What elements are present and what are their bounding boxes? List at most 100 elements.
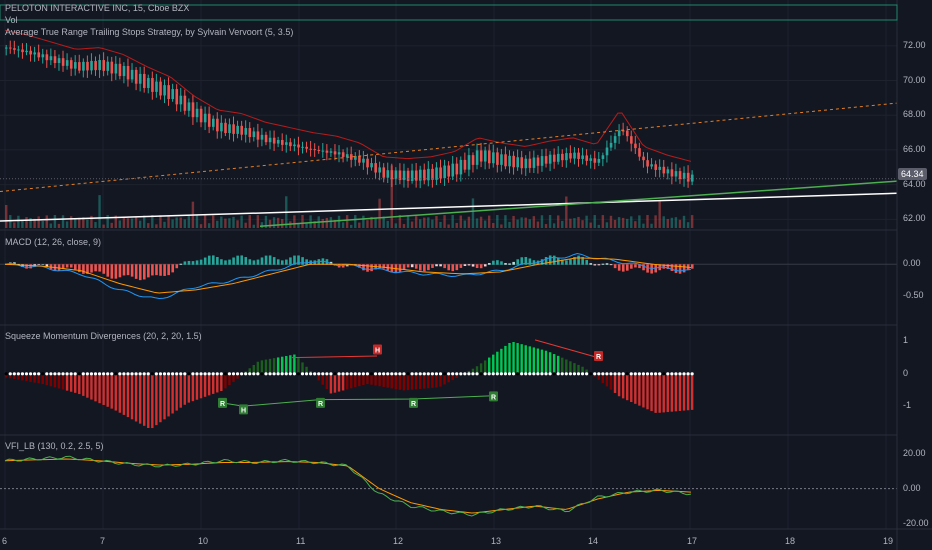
squeeze-bar <box>492 354 495 375</box>
price-tick: 72.00 <box>903 39 926 50</box>
squeeze-bar <box>613 373 617 393</box>
squeeze-dot <box>154 372 158 376</box>
volume-bar <box>33 218 36 228</box>
volume-bar <box>642 223 645 228</box>
squeeze-dot <box>231 372 236 376</box>
macd-histogram-bar <box>488 263 491 265</box>
candle-body <box>516 157 520 168</box>
squeeze-bar <box>617 373 621 397</box>
candle-body <box>402 170 406 181</box>
macd-label[interactable]: MACD (12, 26, close, 9) <box>5 237 102 247</box>
volume-bar <box>171 219 174 228</box>
volume-bar <box>557 215 560 228</box>
macd-histogram-bar <box>443 264 446 269</box>
volume-bar <box>74 219 77 228</box>
squeeze-dot <box>321 372 325 376</box>
candle-body <box>496 152 499 165</box>
squeeze-dot <box>126 372 130 376</box>
squeeze-dot <box>495 372 499 376</box>
volume-bar <box>439 221 442 228</box>
squeeze-label[interactable]: Squeeze Momentum Divergences (20, 2, 20,… <box>5 331 202 341</box>
squeeze-dot <box>507 372 512 376</box>
macd-histogram-bar <box>569 259 572 265</box>
squeeze-dot <box>572 372 577 376</box>
volume-bar <box>358 222 361 228</box>
squeeze-dot <box>382 372 386 376</box>
candle-body <box>216 118 219 132</box>
candle-body <box>175 89 179 105</box>
volume-bar <box>520 217 523 228</box>
squeeze-dot <box>183 372 187 376</box>
volume-bar <box>114 215 117 228</box>
candle-body <box>9 47 12 49</box>
candle-body <box>29 50 32 55</box>
vfi-label[interactable]: VFI_LB (130, 0.2, 2.5, 5) <box>5 441 104 451</box>
macd-histogram-bar <box>504 263 507 265</box>
volume-bar <box>362 215 365 228</box>
squeeze-bar <box>138 373 142 424</box>
volume-bar <box>524 217 527 228</box>
svg-text:R: R <box>411 401 416 408</box>
squeeze-bar <box>90 373 93 400</box>
squeeze-dot <box>300 372 305 376</box>
macd-histogram-bar <box>406 264 410 268</box>
squeeze-dot <box>589 372 593 376</box>
vol-label[interactable]: Vol <box>5 15 18 25</box>
squeeze-dot <box>53 372 57 376</box>
squeeze-dot <box>398 372 402 376</box>
macd-histogram-bar <box>463 264 467 267</box>
macd-histogram-bar <box>297 255 300 265</box>
squeeze-dot <box>235 372 240 376</box>
divergence-label: R <box>594 351 603 362</box>
volume-bar <box>216 220 219 228</box>
volume-bar <box>589 222 592 228</box>
squeeze-bar <box>642 373 645 408</box>
squeeze-tick: 0 <box>903 367 909 378</box>
macd-histogram-bar <box>646 264 649 273</box>
macd-histogram-bar <box>435 264 438 267</box>
squeeze-bar <box>630 373 633 403</box>
candle-body <box>540 156 544 166</box>
candle-body <box>252 131 256 138</box>
candle-body <box>297 144 300 148</box>
squeeze-bar <box>53 373 57 388</box>
candle-body <box>114 63 118 74</box>
candle-body <box>463 159 467 170</box>
squeeze-bar <box>601 373 605 384</box>
candle-body <box>690 174 694 182</box>
squeeze-dot <box>390 372 394 376</box>
white-trend-line <box>0 192 898 222</box>
squeeze-dot <box>130 372 134 376</box>
squeeze-dot <box>65 372 69 376</box>
squeeze-bar <box>228 373 231 386</box>
squeeze-bar <box>216 373 219 393</box>
candle-body <box>90 60 93 71</box>
squeeze-bar <box>248 368 251 375</box>
volume-bar <box>183 219 186 228</box>
atr-strategy-label[interactable]: Average True Range Trailing Stops Strate… <box>5 27 294 37</box>
macd-histogram-bar <box>65 264 69 268</box>
volume-bar <box>548 215 552 228</box>
squeeze-dot <box>365 372 370 376</box>
macd-histogram-bar <box>305 259 308 265</box>
time-tick-10: 10 <box>198 536 209 546</box>
price-tick: 68.00 <box>903 109 926 120</box>
macd-histogram-bar <box>163 264 166 276</box>
macd-histogram-bar <box>524 257 528 265</box>
candle-body <box>366 158 369 168</box>
volume-bar <box>45 215 48 228</box>
squeeze-dot <box>37 372 41 376</box>
volume-bar <box>203 215 207 228</box>
vfi-tick: -20.00 <box>903 517 929 528</box>
squeeze-dot <box>110 372 114 376</box>
squeeze-dot <box>467 372 471 376</box>
squeeze-bar <box>431 373 434 388</box>
candle-body <box>147 78 150 88</box>
divergence-label: R <box>409 397 418 408</box>
squeeze-dot <box>296 372 301 376</box>
symbol-title[interactable]: PELOTON INTERACTIVE INC, 15, Cboe BZX <box>5 3 190 13</box>
squeeze-bar <box>638 373 641 406</box>
macd-histogram-bar <box>187 260 191 265</box>
volume-bar <box>666 219 669 228</box>
squeeze-dot <box>503 372 508 376</box>
